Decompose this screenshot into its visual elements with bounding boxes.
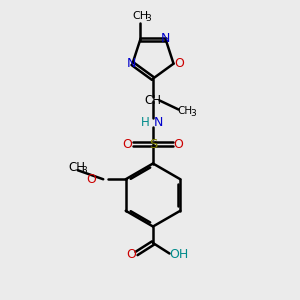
Text: O: O xyxy=(126,248,136,262)
Text: OH: OH xyxy=(169,248,189,262)
Text: O: O xyxy=(174,137,183,151)
Text: N: N xyxy=(160,32,170,44)
Text: 3: 3 xyxy=(145,14,151,23)
Text: O: O xyxy=(86,173,96,186)
Text: N: N xyxy=(127,57,136,70)
Text: CH: CH xyxy=(178,106,193,116)
Text: H: H xyxy=(141,116,150,130)
Text: O: O xyxy=(123,137,132,151)
Text: O: O xyxy=(174,57,184,70)
Text: N: N xyxy=(154,116,163,130)
Text: S: S xyxy=(149,137,157,151)
Text: CH: CH xyxy=(145,94,161,107)
Text: CH: CH xyxy=(132,11,148,21)
Text: 3: 3 xyxy=(190,109,196,118)
Text: CH: CH xyxy=(69,161,86,174)
Text: 3: 3 xyxy=(81,166,87,175)
